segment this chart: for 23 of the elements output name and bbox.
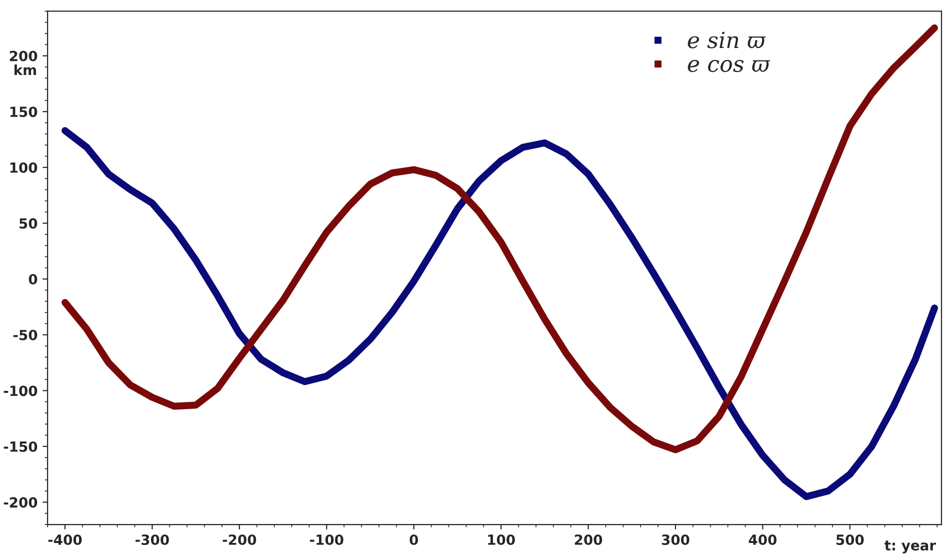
x-tick-label: -400 — [48, 534, 82, 545]
y-tick-label: -150 — [4, 441, 38, 452]
x-tick-label: 300 — [662, 534, 690, 545]
y-tick-label: 50 — [20, 218, 38, 229]
legend-label: e cos ϖ — [688, 60, 770, 72]
y-tick-label: -200 — [4, 497, 38, 508]
x-tick-label: -200 — [222, 534, 256, 545]
y-axis-title: km — [14, 64, 36, 76]
y-tick-label: 100 — [10, 162, 38, 173]
y-tick-label: 150 — [10, 106, 38, 118]
x-tick-label: 100 — [488, 534, 515, 545]
x-axis-title: t: year — [884, 540, 936, 554]
y-tick-label: -100 — [4, 386, 38, 396]
x-tick-label: -100 — [310, 534, 344, 545]
x-tick-label: -300 — [136, 534, 169, 545]
x-tick-label: 400 — [748, 534, 777, 545]
x-tick-label: 0 — [410, 534, 418, 545]
y-tick-label: -50 — [13, 330, 38, 340]
x-tick-label: 200 — [574, 534, 602, 545]
legend-label: e sin ϖ — [688, 32, 766, 48]
x-tick-label: 500 — [836, 534, 864, 545]
y-tick-label: 200 — [10, 50, 38, 62]
y-tick-label: 0 — [28, 274, 38, 284]
